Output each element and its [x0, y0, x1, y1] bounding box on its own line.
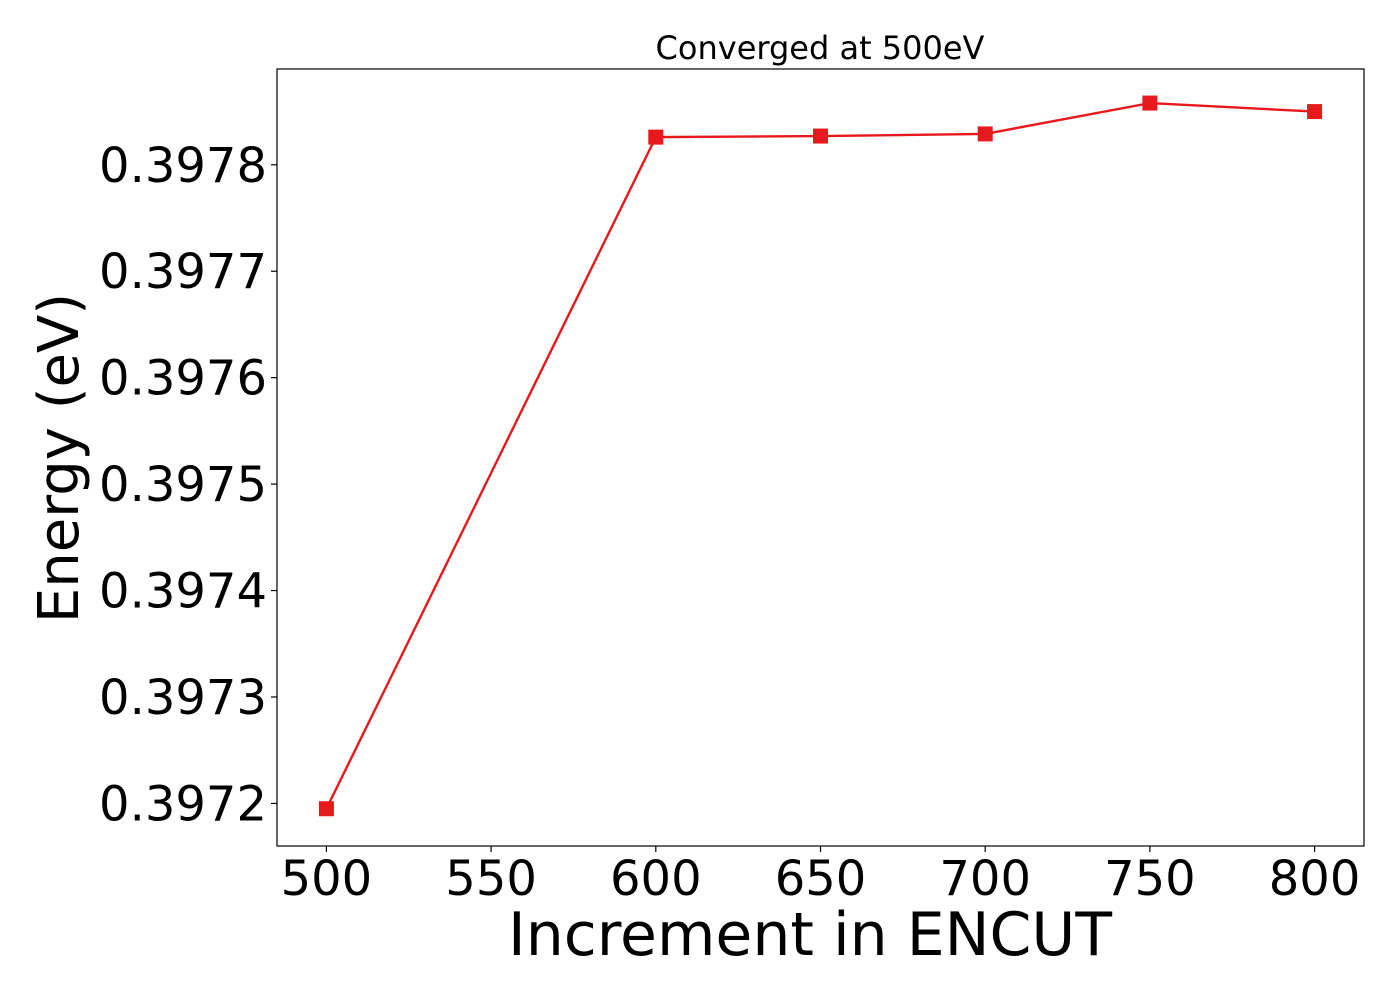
- x-tick-label: 500: [281, 851, 373, 907]
- y-tick-label: 0.3978: [99, 138, 267, 194]
- y-tick-label: 0.3975: [99, 457, 267, 513]
- y-tick-label: 0.3976: [99, 351, 267, 407]
- data-point-marker: [813, 128, 828, 144]
- x-tick-label: 650: [775, 851, 867, 907]
- y-tick-label: 0.3973: [99, 670, 267, 726]
- y-tick-label: 0.3974: [99, 564, 267, 620]
- data-point-marker: [648, 129, 664, 145]
- y-tick-label: 0.3977: [99, 244, 267, 300]
- x-tick-label: 700: [939, 851, 1031, 907]
- y-axis-ticks: 0.3972 0.3973 0.3974 0.3975 0.3976 0.3977 0.39…: [99, 138, 277, 832]
- chart-title: Converged at 500eV: [656, 29, 985, 67]
- x-tick-label: 550: [445, 851, 537, 907]
- y-axis-label: Energy (eV): [27, 293, 92, 623]
- x-axis-ticks: 500 550 600 650 700 750 800: [281, 846, 1361, 907]
- series-line: [325, 101, 1315, 810]
- x-tick-label: 600: [610, 851, 702, 907]
- y-tick-label: 0.3972: [99, 776, 267, 832]
- data-point-marker: [1307, 104, 1323, 120]
- x-tick-label: 800: [1269, 851, 1361, 907]
- x-axis-label: Increment in ENCUT: [508, 900, 1112, 970]
- plot-area: [276, 68, 1365, 847]
- data-point-marker: [1142, 95, 1158, 111]
- data-point-marker: [318, 801, 334, 817]
- series-layer: [318, 95, 1323, 817]
- x-tick-label: 750: [1104, 851, 1196, 907]
- data-point-marker: [977, 126, 993, 142]
